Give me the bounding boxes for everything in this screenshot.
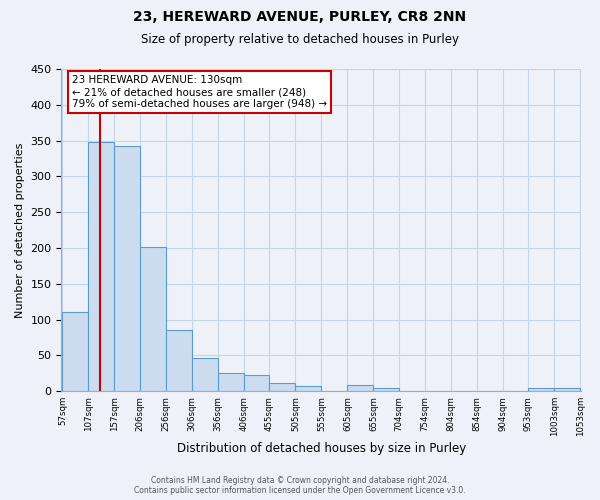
Bar — [166, 330, 192, 391]
Text: Contains HM Land Registry data © Crown copyright and database right 2024.
Contai: Contains HM Land Registry data © Crown c… — [134, 476, 466, 495]
Text: 23 HEREWARD AVENUE: 130sqm
← 21% of detached houses are smaller (248)
79% of sem: 23 HEREWARD AVENUE: 130sqm ← 21% of deta… — [72, 76, 327, 108]
Bar — [218, 374, 244, 391]
Bar — [115, 146, 140, 391]
Bar — [529, 388, 554, 391]
Bar — [88, 142, 115, 391]
Bar — [244, 376, 269, 391]
Text: Size of property relative to detached houses in Purley: Size of property relative to detached ho… — [141, 32, 459, 46]
Bar — [373, 388, 399, 391]
Bar — [192, 358, 218, 391]
Text: 23, HEREWARD AVENUE, PURLEY, CR8 2NN: 23, HEREWARD AVENUE, PURLEY, CR8 2NN — [133, 10, 467, 24]
Bar — [140, 246, 166, 391]
X-axis label: Distribution of detached houses by size in Purley: Distribution of detached houses by size … — [177, 442, 466, 455]
Bar — [347, 386, 373, 391]
Y-axis label: Number of detached properties: Number of detached properties — [15, 142, 25, 318]
Bar — [295, 386, 322, 391]
Bar — [269, 382, 295, 391]
Bar — [554, 388, 580, 391]
Bar — [62, 312, 88, 391]
